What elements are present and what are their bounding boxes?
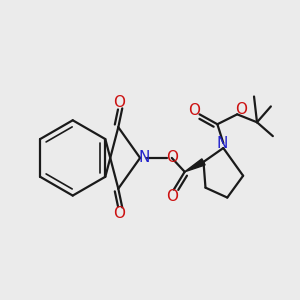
Text: O: O: [166, 189, 178, 204]
Text: O: O: [235, 102, 247, 117]
Text: N: N: [138, 150, 150, 165]
Text: O: O: [166, 150, 178, 165]
Text: O: O: [113, 206, 125, 221]
Polygon shape: [185, 159, 205, 172]
Text: O: O: [189, 103, 201, 118]
Text: N: N: [217, 136, 228, 151]
Text: O: O: [113, 95, 125, 110]
